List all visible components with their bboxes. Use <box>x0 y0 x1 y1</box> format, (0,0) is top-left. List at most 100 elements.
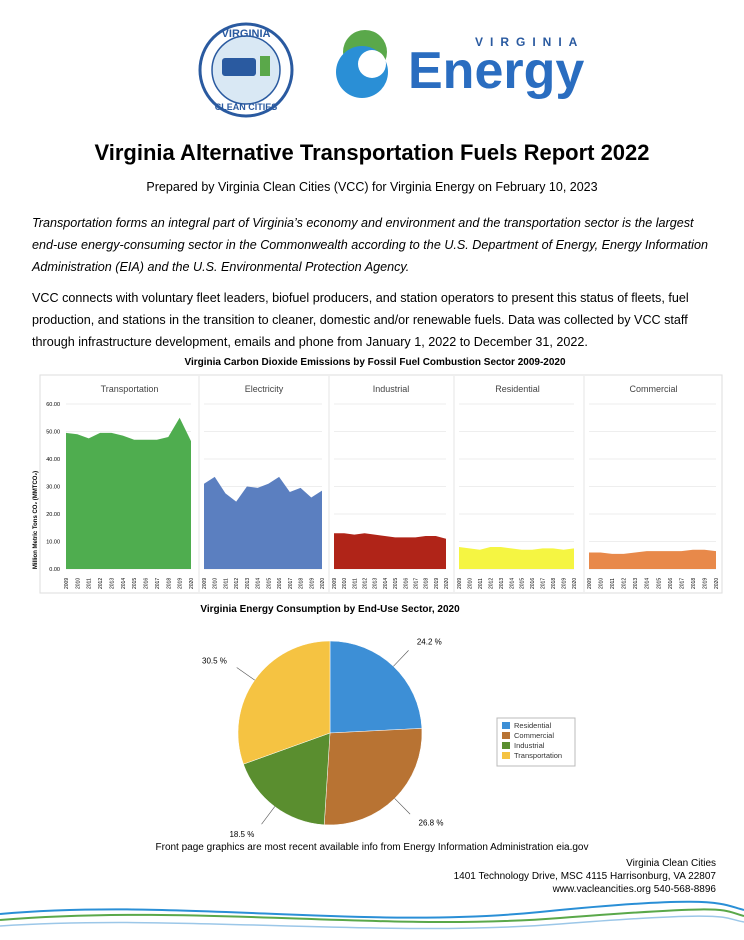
x-tick-label: 2020 <box>189 578 195 589</box>
x-tick-label: 2011 <box>478 578 484 589</box>
x-tick-label: 2013 <box>245 578 251 589</box>
pie-slice <box>329 640 423 734</box>
y-tick-label: 60.00 <box>46 402 60 408</box>
x-tick-label: 2016 <box>144 578 150 589</box>
x-tick-label: 2011 <box>87 578 93 589</box>
x-tick-label: 2011 <box>352 578 358 589</box>
x-tick-label: 2015 <box>656 578 662 589</box>
legend-swatch <box>502 732 510 739</box>
vcc-bottom: CLEAN CITIES <box>215 102 278 112</box>
x-tick-label: 2018 <box>299 578 305 589</box>
pie-slice <box>243 732 331 826</box>
waves <box>0 900 744 930</box>
x-tick-label: 2017 <box>541 578 547 589</box>
x-tick-label: 2018 <box>691 578 697 589</box>
wave <box>0 915 744 930</box>
x-tick-label: 2017 <box>679 578 685 589</box>
x-tick-label: 2013 <box>109 578 115 589</box>
x-tick-label: 2015 <box>520 578 526 589</box>
x-tick-label: 2010 <box>213 578 219 589</box>
x-tick-label: 2014 <box>645 578 651 589</box>
legend-label: Industrial <box>514 741 545 750</box>
y-axis-label: Million Metric Tons CO₂ (MMTCO₂) <box>33 471 39 569</box>
panel-title: Electricity <box>245 384 284 394</box>
vcc-pump <box>260 56 270 76</box>
x-tick-label: 2012 <box>363 578 369 589</box>
x-tick-label: 2016 <box>403 578 409 589</box>
vcc-van <box>222 58 256 76</box>
x-tick-label: 2009 <box>202 578 208 589</box>
x-tick-label: 2012 <box>488 578 494 589</box>
x-tick-label: 2019 <box>702 578 708 589</box>
x-tick-label: 2016 <box>668 578 674 589</box>
leader-line <box>393 650 409 667</box>
y-tick-label: 0.00 <box>49 567 60 573</box>
area <box>334 533 446 569</box>
x-tick-label: 2010 <box>75 578 81 589</box>
data-label: 18.5 % <box>229 830 254 839</box>
legend-swatch <box>502 722 510 729</box>
y-tick-label: 20.00 <box>46 512 60 518</box>
panel-title: Commercial <box>629 384 677 394</box>
x-tick-label: 2018 <box>551 578 557 589</box>
x-tick-label: 2018 <box>424 578 430 589</box>
x-tick-label: 2014 <box>256 578 262 589</box>
title: Virginia Alternative Transportation Fuel… <box>94 140 650 165</box>
x-tick-label: 2015 <box>266 578 272 589</box>
legend-label: Commercial <box>514 731 554 740</box>
leader-line <box>236 667 255 681</box>
x-tick-label: 2010 <box>467 578 473 589</box>
area <box>589 549 716 569</box>
ve-big: Energy <box>408 42 584 100</box>
area <box>66 417 191 569</box>
area <box>459 547 574 569</box>
x-tick-label: 2019 <box>309 578 315 589</box>
x-tick-label: 2013 <box>499 578 505 589</box>
x-tick-label: 2015 <box>393 578 399 589</box>
x-tick-label: 2010 <box>599 578 605 589</box>
x-tick-label: 2011 <box>223 578 229 589</box>
x-tick-label: 2009 <box>64 578 70 589</box>
footnote: Front page graphics are most recent avai… <box>155 842 589 853</box>
x-tick-label: 2009 <box>587 578 593 589</box>
web: www.vacleancities.org 540-568-8896 <box>552 884 716 895</box>
leader-line <box>261 806 276 825</box>
org: Virginia Clean Cities <box>626 858 716 869</box>
vcc-top: VIRGINIA <box>222 28 271 40</box>
address: 1401 Technology Drive, MSC 4115 Harrison… <box>453 871 716 882</box>
y-tick-label: 10.00 <box>46 540 60 546</box>
data-label: 24.2 % <box>417 638 442 647</box>
logos: VIRGINIA CLEAN CITIES VIRGINIA Energy <box>198 22 584 118</box>
x-tick-label: 2019 <box>434 578 440 589</box>
x-tick-label: 2019 <box>562 578 568 589</box>
x-tick-label: 2014 <box>383 578 389 589</box>
x-tick-label: 2017 <box>413 578 419 589</box>
ve-logo-hole <box>358 50 386 78</box>
x-tick-label: 2013 <box>633 578 639 589</box>
legend-label: Residential <box>514 721 551 730</box>
panel-title: Industrial <box>373 384 410 394</box>
pie-slice <box>323 728 423 826</box>
x-tick-label: 2009 <box>332 578 338 589</box>
panel-title: Transportation <box>101 384 159 394</box>
wave <box>0 900 744 919</box>
x-tick-label: 2020 <box>714 578 720 589</box>
x-tick-label: 2016 <box>530 578 536 589</box>
x-tick-label: 2012 <box>98 578 104 589</box>
intro: Transportation forms an integral part of… <box>32 216 708 274</box>
x-tick-label: 2020 <box>320 578 326 589</box>
x-tick-label: 2009 <box>457 578 463 589</box>
legend-swatch <box>502 742 510 749</box>
leader-line <box>394 798 411 815</box>
x-tick-label: 2015 <box>132 578 138 589</box>
x-tick-label: 2012 <box>622 578 628 589</box>
area <box>204 476 322 569</box>
x-tick-label: 2020 <box>444 578 450 589</box>
panel-title: Residential <box>495 384 540 394</box>
x-tick-label: 2011 <box>610 578 616 589</box>
x-tick-label: 2010 <box>342 578 348 589</box>
ve-small: VIRGINIA <box>475 35 584 49</box>
pie-slice <box>237 640 331 765</box>
data-label: 30.5 % <box>202 657 227 666</box>
